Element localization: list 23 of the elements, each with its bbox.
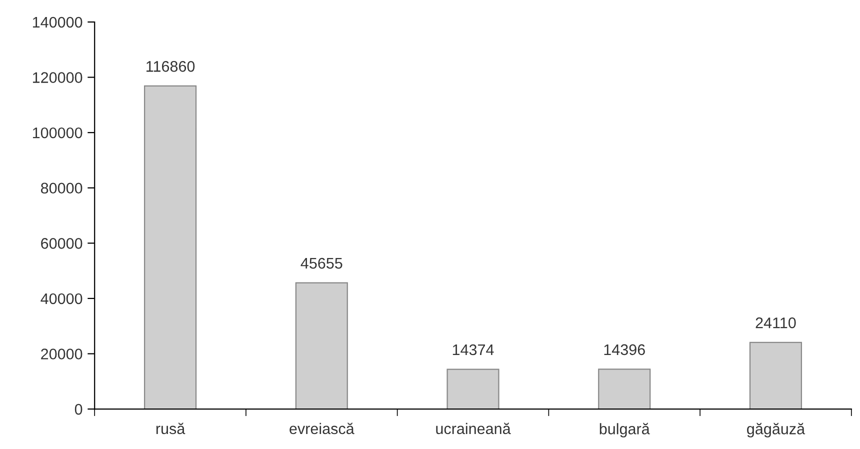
x-tick-label: găgăuză bbox=[747, 422, 806, 438]
x-tick-label: evreiască bbox=[290, 422, 354, 434]
data-label: 24110 bbox=[756, 317, 796, 328]
bar bbox=[295, 282, 348, 410]
x-tick-label: rusă bbox=[156, 422, 186, 434]
y-tick-label: 60000 bbox=[41, 238, 82, 249]
data-label: 14396 bbox=[604, 344, 645, 356]
y-tick-label: 140000 bbox=[32, 16, 82, 28]
y-tick-label: 20000 bbox=[41, 348, 82, 360]
data-label: 14374 bbox=[452, 344, 494, 356]
x-tick-label: bulgară bbox=[600, 422, 650, 438]
y-tick-label: 40000 bbox=[40, 293, 82, 304]
y-tick-label: 120000 bbox=[32, 72, 82, 83]
y-tick-label: 80000 bbox=[40, 182, 82, 194]
bar bbox=[749, 342, 802, 410]
y-tick-label: 100000 bbox=[32, 127, 82, 138]
data-label: 116860 bbox=[146, 61, 195, 72]
bar bbox=[144, 85, 197, 410]
bar bbox=[446, 368, 500, 410]
bar bbox=[598, 368, 651, 410]
y-tick-label: 0 bbox=[74, 404, 82, 415]
x-tick-label: ucraineană bbox=[436, 422, 511, 434]
data-label: 45655 bbox=[300, 258, 342, 269]
